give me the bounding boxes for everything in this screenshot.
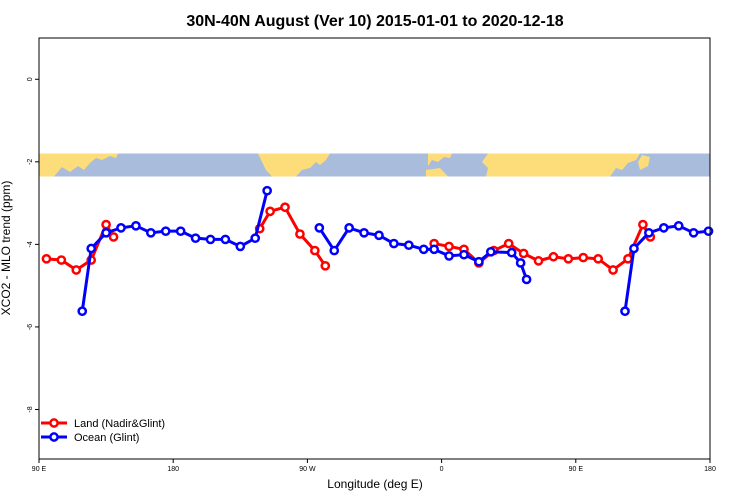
land-point — [265, 206, 275, 217]
land-point — [578, 252, 589, 263]
ocean-point — [644, 227, 654, 238]
plot-frame — [38, 37, 711, 460]
series-layer — [41, 185, 714, 317]
ocean-point — [314, 223, 325, 233]
x-axis: 90 E 180 90 W 0 90 E 180 — [32, 459, 716, 473]
ocean-point — [474, 256, 484, 267]
land-point — [533, 256, 544, 266]
y-tick-label: -4 — [27, 241, 34, 247]
map-land-middle-east-asia — [482, 153, 640, 177]
ocean-point — [86, 243, 97, 254]
ocean-point — [515, 258, 526, 268]
y-tick-label: -6 — [27, 324, 34, 330]
ocean-point — [629, 243, 639, 254]
land-point — [444, 241, 454, 252]
ocean-point — [359, 227, 369, 238]
ocean-point — [131, 220, 141, 231]
land-point — [503, 238, 514, 249]
land-point — [563, 253, 574, 264]
ocean-point — [235, 241, 246, 252]
ocean-point — [116, 223, 126, 233]
ocean-point — [77, 306, 88, 317]
land-point — [108, 232, 119, 242]
ocean-point — [459, 249, 469, 260]
ocean-point — [262, 185, 272, 196]
ocean-point — [658, 223, 669, 233]
ocean-point — [175, 226, 186, 237]
map-land-japan — [638, 155, 650, 170]
land-point — [41, 253, 52, 264]
x-tick-label: 90 E — [569, 466, 584, 473]
map-land-asia — [39, 153, 118, 177]
land-point — [518, 248, 529, 259]
land-point — [310, 245, 320, 256]
land-point — [548, 251, 559, 262]
legend: Land (Nadir&Glint) Ocean (Glint) — [41, 418, 165, 444]
ocean-point — [673, 220, 684, 231]
land-point — [71, 265, 82, 275]
land-point — [295, 229, 305, 239]
map-land-africa-europe — [428, 153, 452, 166]
land-point — [101, 219, 111, 230]
legend-ocean-label: Ocean (Glint) — [74, 432, 139, 444]
ocean-point — [374, 230, 384, 241]
ocean-point — [506, 247, 517, 258]
y-axis: 0 -2 -4 -6 -8 — [27, 77, 39, 413]
ocean-point — [429, 244, 439, 255]
x-tick-label: 180 — [167, 466, 179, 473]
ocean-point — [444, 251, 454, 261]
land-point — [320, 260, 331, 271]
map-land-north-america — [258, 153, 330, 177]
land-series-line — [433, 223, 652, 272]
ocean-point — [205, 234, 216, 245]
y-tick-label: 0 — [27, 77, 34, 81]
chart-title: 30N-40N August (Ver 10) 2015-01-01 to 20… — [186, 13, 563, 30]
ocean-point — [485, 246, 496, 257]
land-point — [56, 255, 67, 265]
ocean-point — [220, 234, 231, 245]
world-map-band — [39, 153, 710, 177]
land-point — [280, 202, 290, 213]
x-tick-label: 0 — [440, 466, 444, 473]
y-tick-label: -2 — [27, 159, 34, 165]
x-tick-label: 90 W — [299, 466, 316, 473]
ocean-point — [688, 227, 699, 238]
ocean-point — [403, 240, 414, 251]
land-point — [623, 253, 633, 264]
x-tick-label: 90 E — [32, 466, 47, 473]
ocean-point — [329, 245, 340, 256]
legend-ocean-marker — [49, 432, 59, 442]
ocean-point — [703, 226, 714, 237]
ocean-point — [521, 274, 532, 285]
land-point — [638, 219, 648, 230]
y-tick-label: -8 — [27, 406, 34, 412]
ocean-point — [389, 238, 399, 249]
x-tick-label: 180 — [704, 466, 716, 473]
ocean-point — [160, 226, 171, 237]
land-point — [608, 265, 618, 275]
map-land-north-africa — [426, 168, 448, 177]
ocean-point — [101, 227, 111, 238]
ocean-point — [250, 233, 261, 244]
ocean-point — [620, 306, 630, 317]
ocean-point — [190, 233, 201, 244]
ocean-point — [418, 244, 429, 255]
ocean-point — [344, 223, 355, 233]
x-axis-label: Longitude (deg E) — [327, 477, 422, 491]
land-point — [593, 253, 604, 264]
legend-land-marker — [49, 418, 59, 428]
legend-land-label: Land (Nadir&Glint) — [74, 418, 165, 430]
ocean-point — [145, 227, 156, 238]
ocean-series-line — [318, 226, 529, 280]
y-axis-label: XCO2 - MLO trend (ppm) — [0, 181, 13, 316]
